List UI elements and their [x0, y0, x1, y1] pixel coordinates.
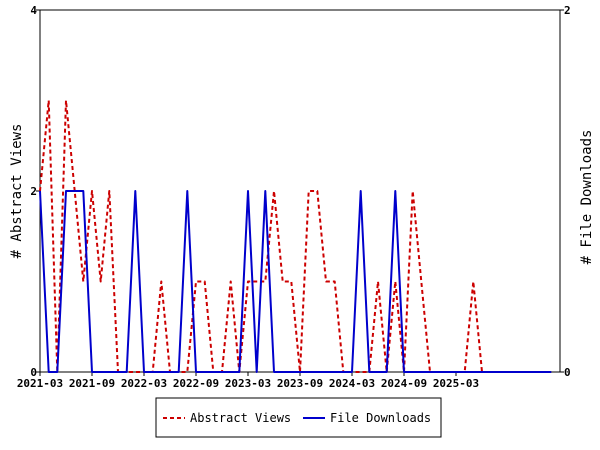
x-tick-label: 2023-09 [277, 377, 323, 390]
x-axis: 2021-03 2021-09 2022-03 2022-09 2023-03 2023-… [17, 372, 479, 390]
series-layer [39, 99, 552, 373]
plot-area [39, 9, 561, 373]
x-tick-label: 2021-09 [69, 377, 115, 390]
x-tick-label: 2023-03 [225, 377, 271, 390]
legend: Abstract Views File Downloads [155, 397, 442, 438]
x-tick-label: 2025-03 [433, 377, 479, 390]
legend-label-abstract-views: Abstract Views [190, 411, 291, 425]
x-tick-label: 2024-03 [329, 377, 375, 390]
series-line-file-downloads [39, 190, 552, 373]
x-tick-label: 2024-09 [381, 377, 427, 390]
x-tick-label: 2022-03 [121, 377, 167, 390]
y-left-tick-label: 4 [30, 4, 37, 17]
y-right-tick-label: 0 [564, 366, 571, 379]
legend-box [155, 397, 442, 438]
y-left-tick-label: 0 [30, 366, 37, 379]
y-axis-right-title: # File Downloads [579, 130, 595, 265]
y-axis-left-title: # Abstract Views [9, 124, 25, 259]
y-axis-right: 02 [560, 4, 571, 379]
y-axis-left: 0 2 4 [30, 4, 40, 379]
x-tick-label: 2022-09 [173, 377, 219, 390]
legend-label-file-downloads: File Downloads [330, 411, 431, 425]
y-right-tick-label: 2 [564, 4, 571, 17]
x-tick-label: 2021-03 [17, 377, 63, 390]
y-left-tick-label: 2 [30, 185, 37, 198]
